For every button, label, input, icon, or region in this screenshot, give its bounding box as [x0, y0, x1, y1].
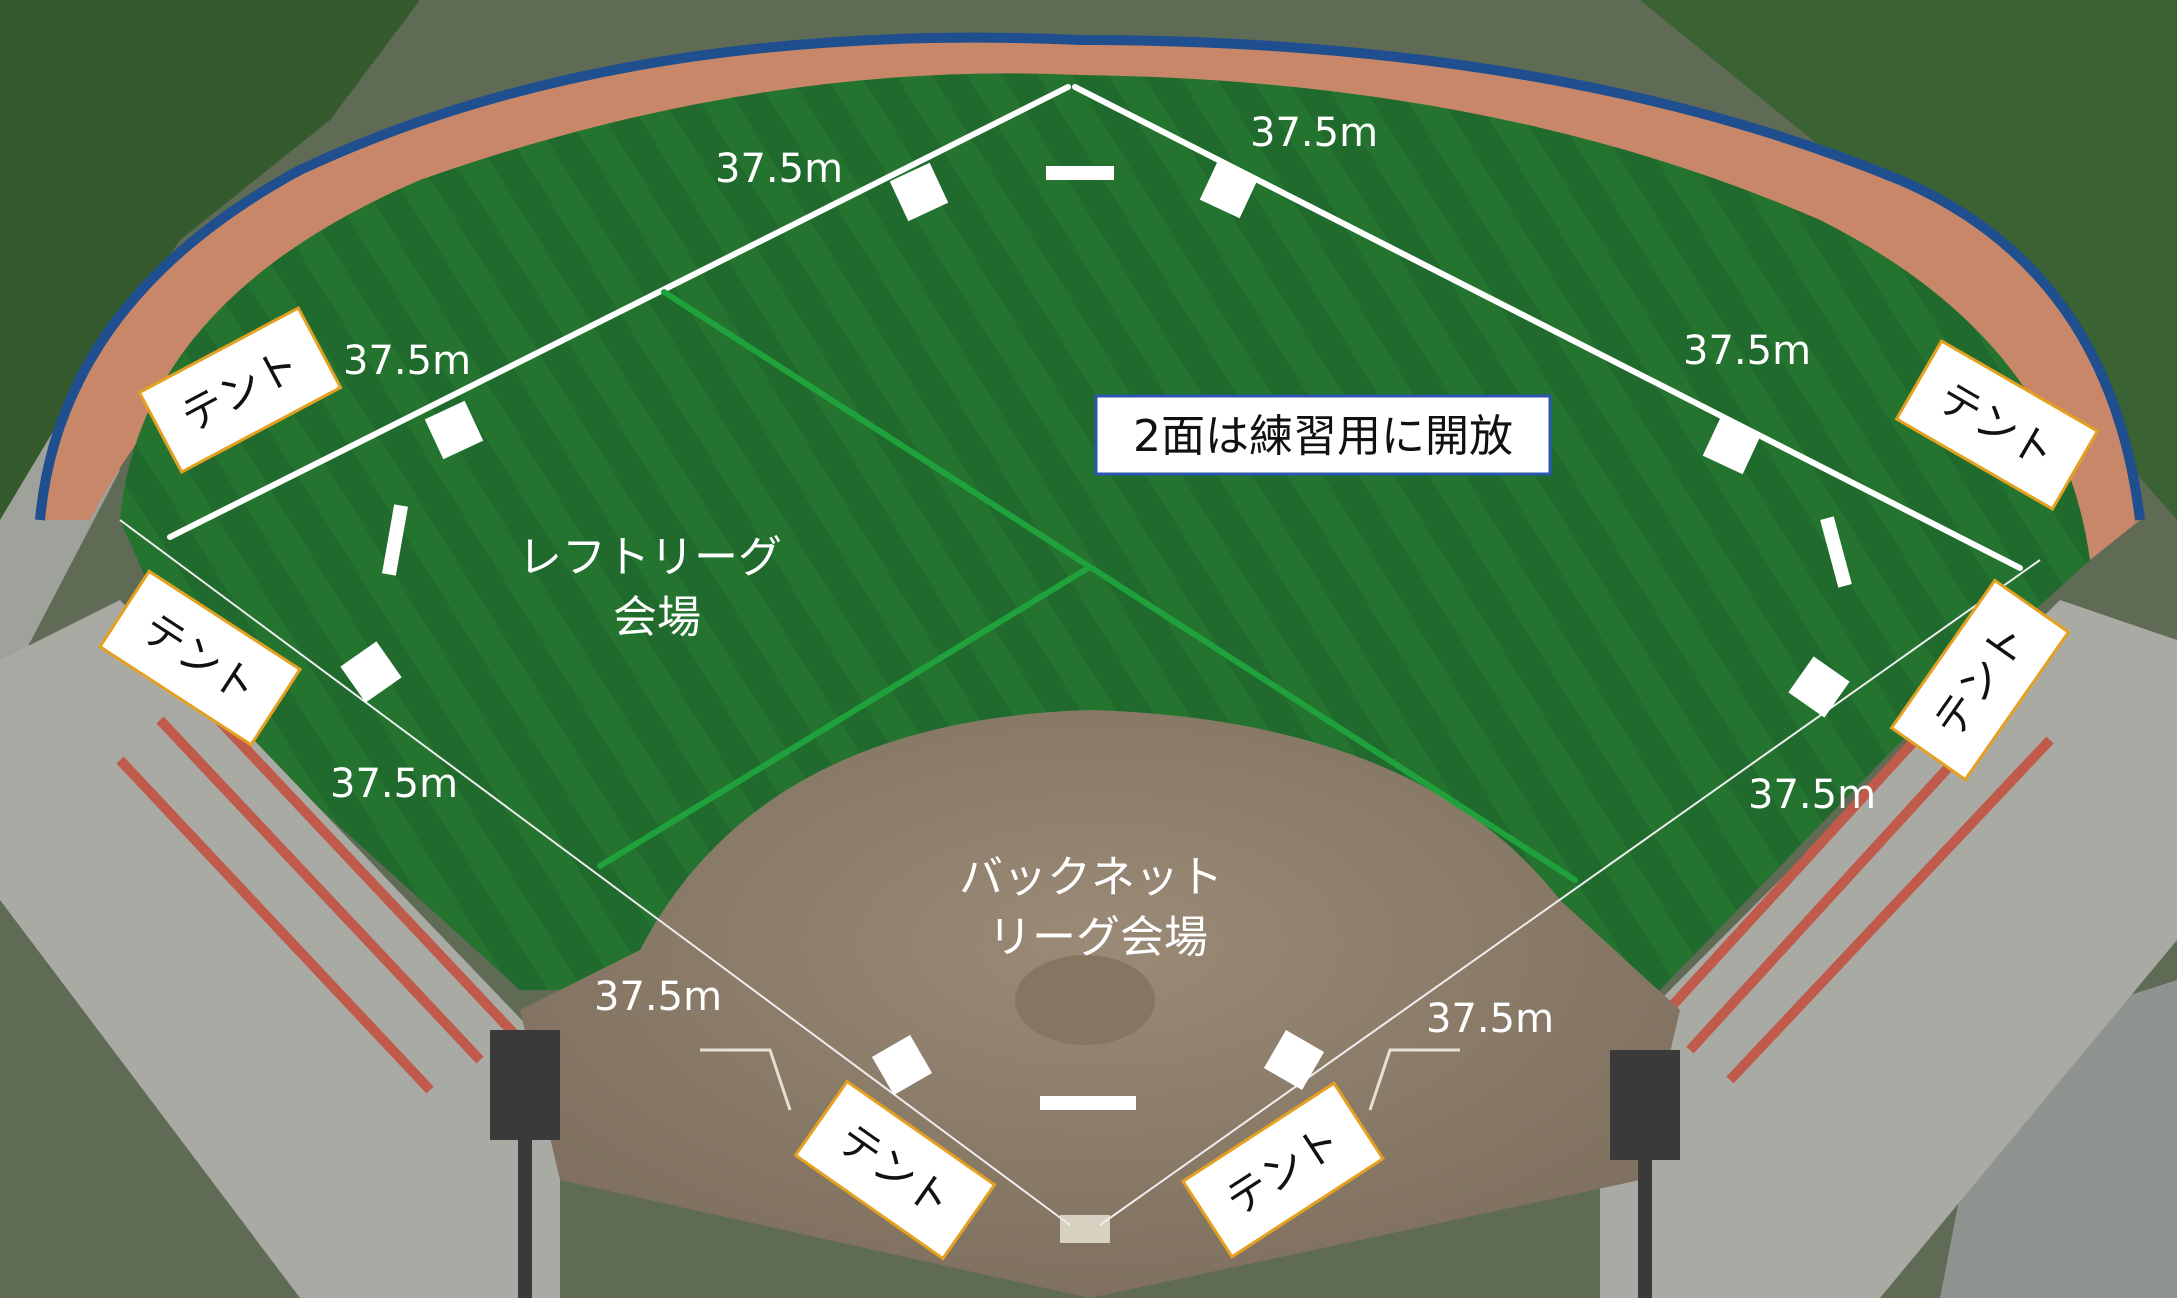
tent-label: テント [793, 1079, 997, 1261]
right-foul-line [1099, 559, 2041, 1226]
distance-label: 37.5m [343, 338, 471, 384]
home-plate-area [1060, 1215, 1110, 1243]
distance-label: 37.5m [594, 974, 722, 1020]
light-tower-left [490, 1030, 560, 1298]
distance-label: 37.5m [1683, 328, 1811, 374]
left-seat-rows [116, 696, 524, 1094]
outfield-grass [120, 73, 2090, 991]
distance-label: 37.5m [1748, 772, 1876, 818]
distance-label: 37.5m [330, 761, 458, 807]
distance-label: 37.5m [1250, 110, 1378, 156]
light-tower-right [1610, 1050, 1680, 1298]
base-markers [340, 159, 1852, 1110]
left-batters-box [700, 1048, 792, 1111]
distance-label: 37.5m [1426, 996, 1554, 1042]
backnet-league-venue-line-2: リーグ会場 [988, 912, 1208, 963]
right-batters-box [1368, 1048, 1460, 1111]
left-league-venue-line-1: レフトリーグ [518, 532, 782, 583]
distance-label: 37.5m [715, 146, 843, 192]
left-league-venue-label: レフトリーグ 会場 [518, 532, 796, 643]
distance-labels: 37.5m 37.5m 37.5m 37.5m 37.5m 37.5m 37.5… [330, 110, 1876, 1042]
practice-notice-text: 2面は練習用に開放 [1133, 411, 1513, 462]
backnet-league-venue-line-1: バックネット [959, 852, 1223, 903]
division-lines [597, 289, 1578, 883]
right-stands [1600, 600, 2177, 1298]
left-league-venue-line-2: 会場 [613, 592, 701, 643]
pitchers-mound [1015, 955, 1155, 1045]
tent-label: テント [97, 569, 303, 747]
practice-notice-box: 2面は練習用に開放 [1094, 394, 1552, 476]
trees-left [0, 0, 420, 520]
outfield-wall [35, 32, 2145, 521]
trees-right [1640, 0, 2177, 520]
left-foul-line [119, 519, 1071, 1226]
backnet-league-venue-label: バックネット リーグ会場 [959, 852, 1237, 963]
